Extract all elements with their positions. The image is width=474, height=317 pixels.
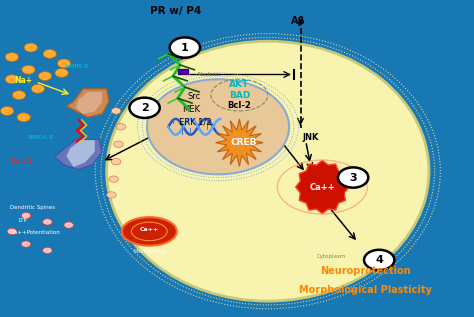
Ellipse shape [147,79,289,174]
Circle shape [109,176,118,182]
Text: Dendritic Spines: Dendritic Spines [10,205,55,210]
Text: JNK: JNK [302,133,319,142]
Circle shape [22,65,35,74]
Circle shape [43,247,52,254]
Text: Ca++: Ca++ [10,157,34,166]
Circle shape [338,167,368,188]
Text: Ca++Potentiation: Ca++Potentiation [10,230,60,235]
Text: 3: 3 [349,172,357,183]
Circle shape [111,158,121,165]
Circle shape [116,124,126,130]
Text: CREB: CREB [231,138,257,147]
Text: PR w/ P4: PR w/ P4 [150,6,201,16]
Text: AKT: AKT [229,80,249,88]
Text: 1: 1 [181,42,189,53]
Circle shape [21,212,31,219]
Circle shape [12,91,26,100]
Circle shape [5,53,18,61]
Circle shape [17,113,30,122]
Circle shape [114,141,123,147]
Circle shape [31,84,45,93]
Circle shape [21,241,31,247]
Circle shape [57,59,71,68]
Text: NMDA R: NMDA R [28,135,54,140]
Polygon shape [76,92,102,114]
Text: Ca++: Ca++ [310,183,335,191]
Circle shape [24,43,37,52]
Text: 4: 4 [375,255,383,265]
Text: Aβ: Aβ [292,16,306,26]
Text: Nucleus: Nucleus [198,72,219,77]
Text: BAD: BAD [228,91,250,100]
Circle shape [64,222,73,228]
Text: ERK 1/2: ERK 1/2 [179,118,212,126]
Circle shape [111,108,121,114]
Polygon shape [66,89,109,117]
Circle shape [364,250,394,270]
Circle shape [0,107,14,115]
Circle shape [129,98,160,118]
Circle shape [43,49,56,58]
Polygon shape [55,139,102,170]
Circle shape [55,68,68,77]
Text: Morphological Plasticity: Morphological Plasticity [299,285,431,295]
Ellipse shape [107,41,429,301]
Text: Cytoplasm: Cytoplasm [317,254,346,259]
Ellipse shape [122,217,177,246]
Text: Ca++: Ca++ [140,227,159,232]
Text: LTP: LTP [19,218,27,223]
Circle shape [5,75,18,84]
Polygon shape [216,119,263,166]
Circle shape [170,37,200,58]
Polygon shape [296,160,349,214]
Text: Bcl-2: Bcl-2 [228,101,251,110]
Circle shape [43,219,52,225]
Polygon shape [66,140,95,167]
Circle shape [38,72,52,81]
FancyBboxPatch shape [178,69,188,74]
Text: 2: 2 [141,103,148,113]
Text: Neuroprotection: Neuroprotection [319,266,410,276]
Circle shape [107,192,116,198]
Text: Mitochondria: Mitochondria [133,249,165,254]
Text: AMPA R: AMPA R [65,64,89,69]
Text: Na+: Na+ [14,76,32,85]
Text: Src: Src [187,92,201,101]
Circle shape [7,228,17,235]
Text: MEK: MEK [182,105,201,114]
